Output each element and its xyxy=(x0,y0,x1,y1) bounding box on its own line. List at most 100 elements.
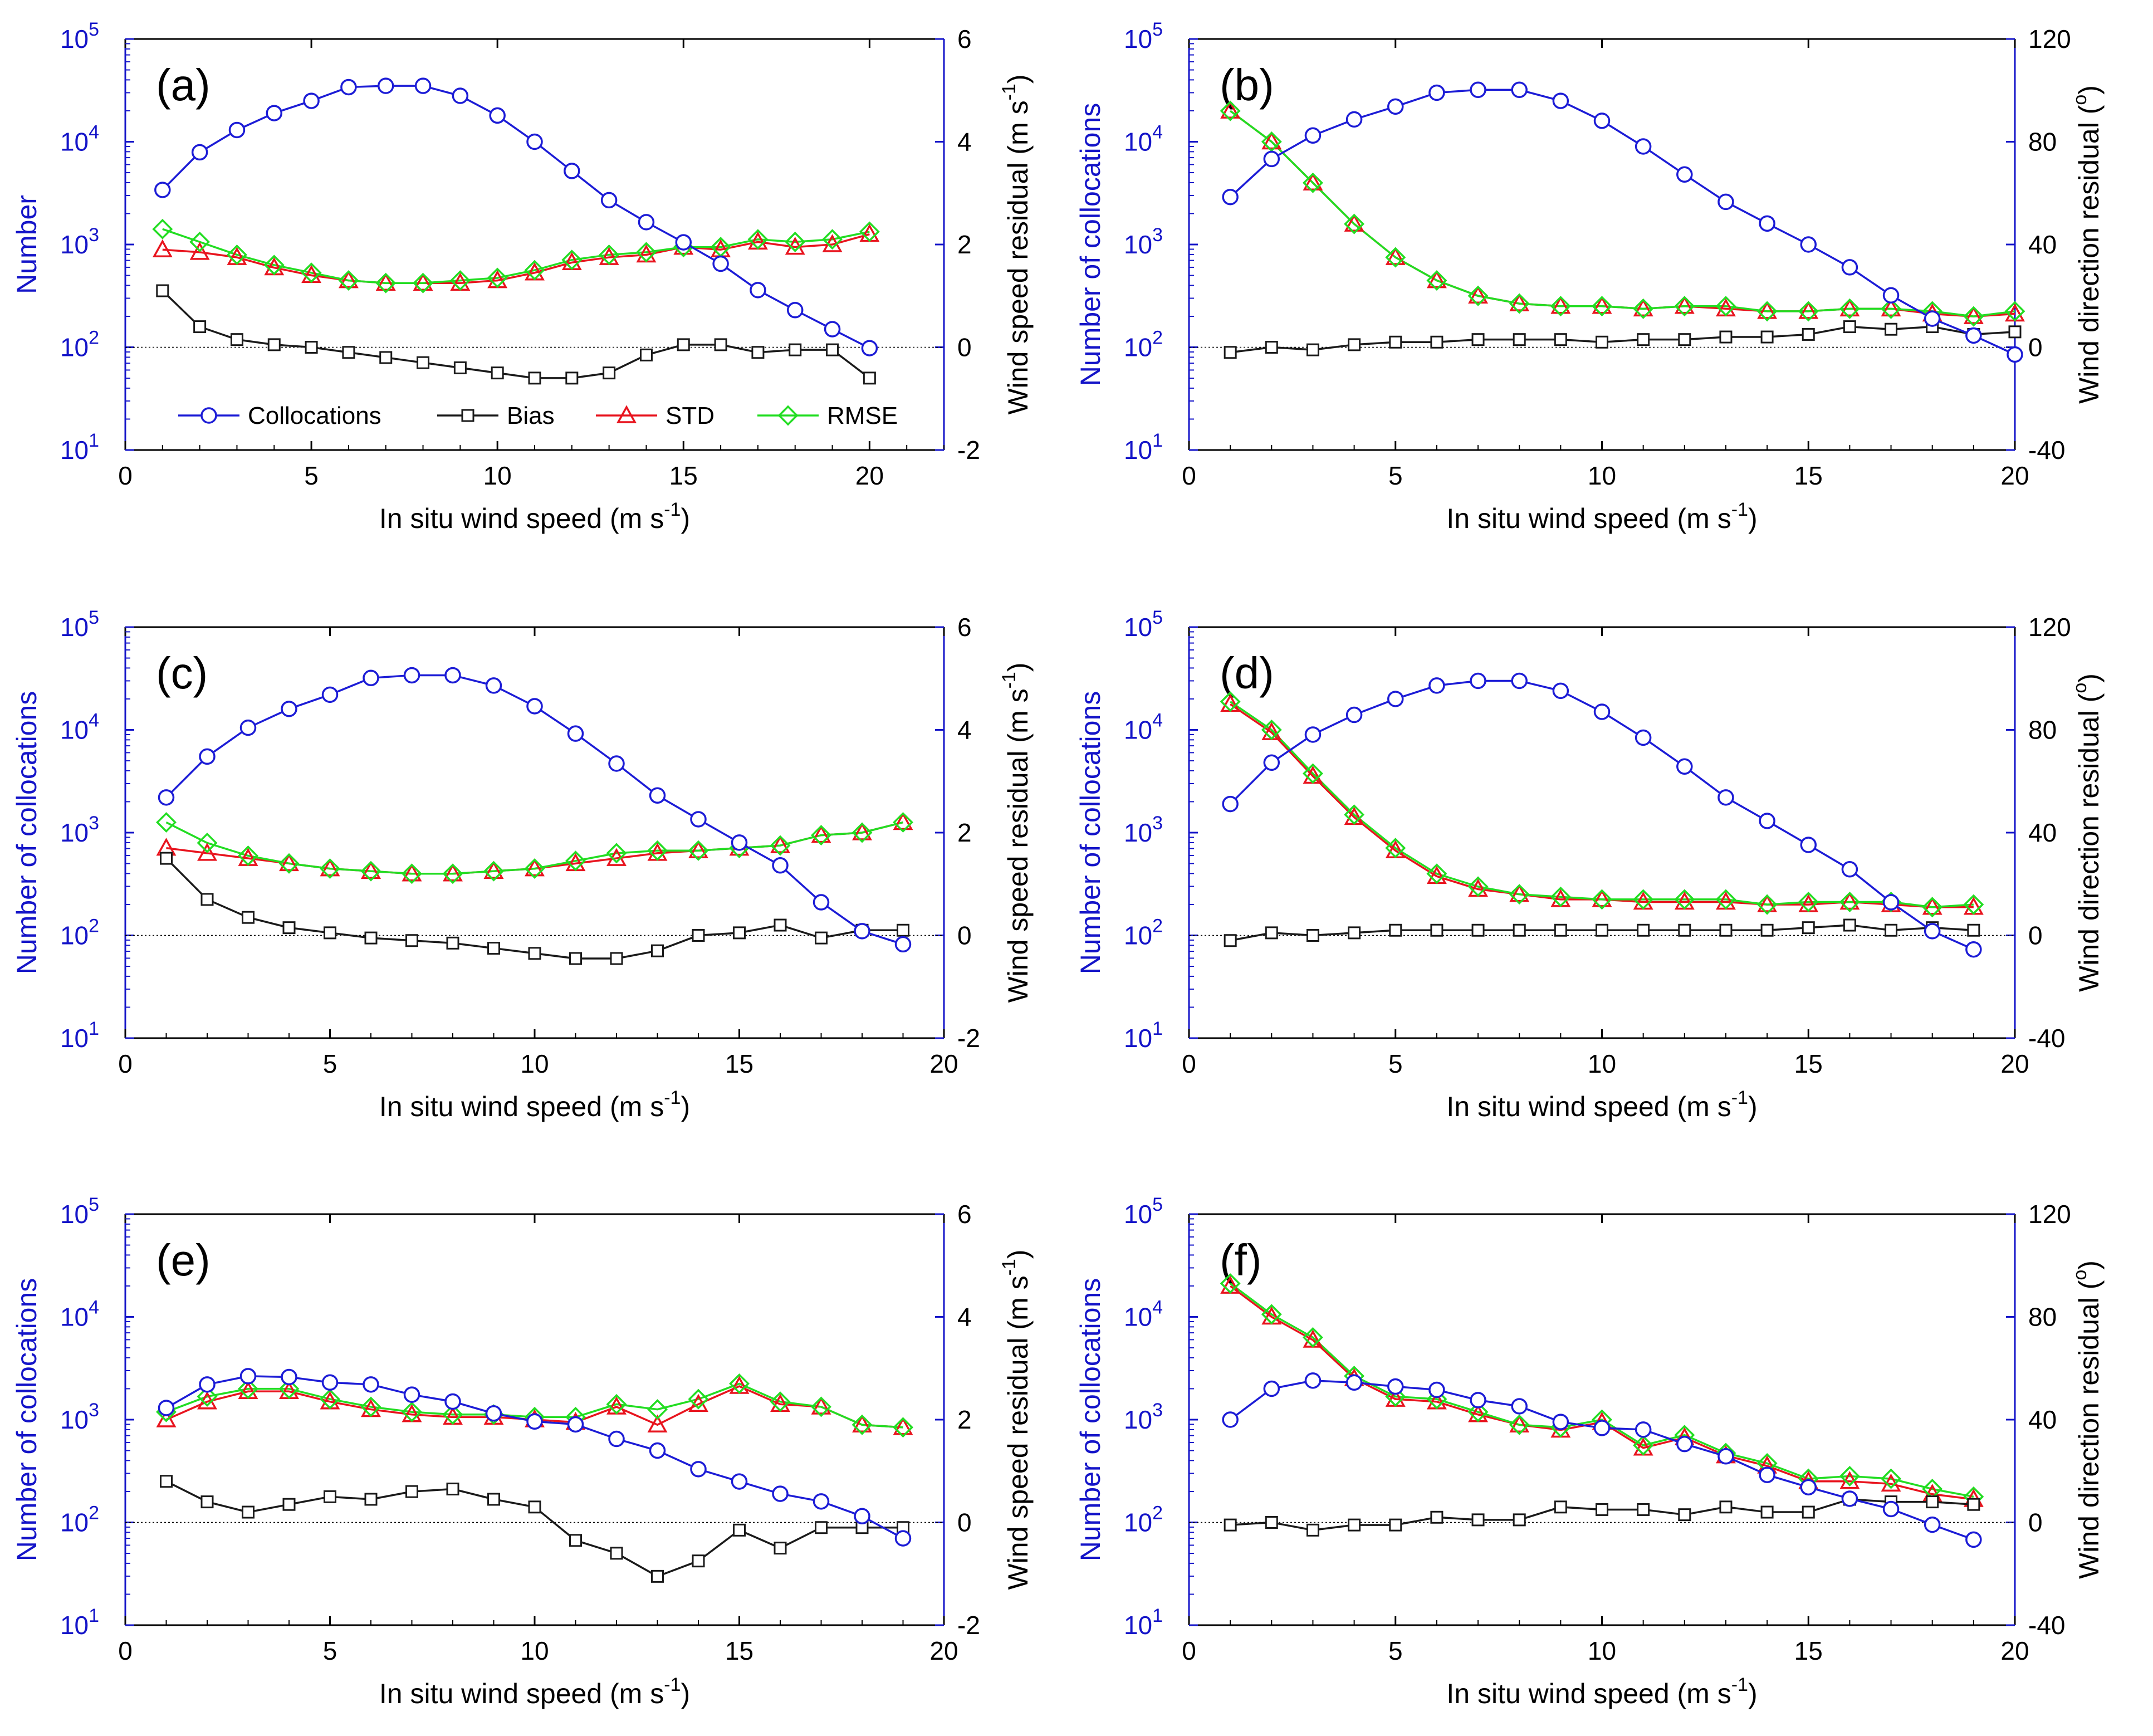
collocations-series-marker xyxy=(191,144,208,161)
collocations-series-marker xyxy=(1263,1380,1280,1397)
bias-series-marker xyxy=(1389,923,1402,937)
y-right-tick-label: 0 xyxy=(957,921,972,950)
panel-a: 0 5 10 15 20 101 102 103 104 105 -2 0 2 4 6 In situ win… xyxy=(11,19,1034,534)
std-series-marker xyxy=(893,1417,913,1435)
y-right-tick-label: 0 xyxy=(2028,333,2043,362)
bias-series-marker xyxy=(1596,923,1608,937)
x-tick-label: 0 xyxy=(1182,1049,1196,1078)
y-left-tick-label: 105 xyxy=(1124,607,1163,642)
rmse-series-marker xyxy=(1261,720,1282,740)
collocations-series-marker xyxy=(281,701,297,717)
bias-series-marker xyxy=(1430,923,1444,937)
bias-series-marker xyxy=(487,1493,500,1506)
y-right-tick-label: 40 xyxy=(2028,1405,2057,1434)
panel-label: (e) xyxy=(156,1235,211,1285)
collocations-series-marker xyxy=(526,1413,543,1430)
collocations-series-marker xyxy=(414,77,432,94)
bias-series-marker xyxy=(1265,1516,1278,1529)
bias-series-marker xyxy=(733,926,746,940)
bias-series-marker xyxy=(1967,1498,1980,1511)
bias-series-marker xyxy=(1596,1503,1608,1516)
bias-series-marker xyxy=(897,923,909,937)
x-tick-label: 20 xyxy=(2000,461,2029,490)
rmse-series-marker xyxy=(1385,1386,1406,1407)
rmse-series-marker xyxy=(893,1417,913,1438)
y-right-axis-label: Wind speed residual (m s-1) xyxy=(999,662,1034,1003)
y-right-tick-label: 80 xyxy=(2028,128,2057,157)
rmse-series-marker xyxy=(1220,1273,1241,1294)
bias-series-line xyxy=(162,290,870,379)
rmse-series-marker xyxy=(189,231,211,252)
std-series-marker xyxy=(1509,293,1530,311)
y-left-tick-label: 102 xyxy=(60,1503,99,1537)
rmse-series-marker xyxy=(301,262,322,283)
rmse-series-marker xyxy=(1467,1401,1489,1422)
bias-series-marker xyxy=(1802,327,1815,341)
y-right-axis-label: Wind speed residual (m s-1) xyxy=(999,74,1034,414)
rmse-series-marker xyxy=(1922,897,1943,918)
rmse-series-marker xyxy=(226,244,247,265)
rmse-series-marker xyxy=(893,812,913,833)
panel-label: (d) xyxy=(1220,648,1274,698)
std-series-marker xyxy=(852,822,872,840)
collocations-series-marker xyxy=(377,77,394,94)
collocations-series-marker xyxy=(199,748,216,765)
collocations-series-marker xyxy=(239,719,257,736)
std-series-marker xyxy=(1881,298,1901,317)
rmse-series-marker xyxy=(859,221,880,242)
std-series-marker xyxy=(320,858,340,877)
bias-series-marker xyxy=(815,931,828,945)
collocations-series-marker xyxy=(649,1442,666,1459)
bias-series-marker xyxy=(1265,926,1278,940)
bias-series-marker xyxy=(651,1569,664,1583)
std-series-line xyxy=(1230,1285,1974,1500)
collocations-series-marker xyxy=(1965,1531,1982,1548)
collocations-series-marker xyxy=(786,302,804,319)
std-series-marker xyxy=(893,811,913,830)
panel-e: 0 5 10 15 20 101 102 103 104 105 -2 0 2 4 6 In situ win… xyxy=(11,1194,1034,1709)
bias-series-marker xyxy=(1760,1505,1774,1519)
rmse-series-marker xyxy=(770,835,791,856)
std-series-marker xyxy=(152,239,173,257)
bias-series-marker xyxy=(1719,330,1733,344)
rmse-series-marker xyxy=(152,218,173,239)
bias-series-marker xyxy=(446,1483,459,1496)
bias-series-marker xyxy=(446,936,459,950)
collocations-series-marker xyxy=(1345,706,1363,723)
y-right-tick-label: 4 xyxy=(957,128,972,157)
std-series-marker xyxy=(1592,296,1612,314)
y-right-tick-label: 6 xyxy=(957,25,972,53)
y-right-axis-label: Wind direction residual (o) xyxy=(2069,85,2105,404)
bias-series-marker xyxy=(1760,923,1774,937)
std-series-marker xyxy=(647,1414,668,1432)
bias-series-marker xyxy=(1554,1500,1567,1514)
x-axis-label: In situ wind speed (m s-1) xyxy=(379,499,690,534)
rmse-series-marker xyxy=(688,1388,709,1410)
y-right-tick-label: 2 xyxy=(957,230,972,259)
rmse-series-marker xyxy=(729,1373,750,1394)
bias-series-marker xyxy=(364,1493,378,1506)
rmse-series-marker xyxy=(524,260,545,281)
rmse-series-marker xyxy=(338,270,359,291)
x-axis-label: In situ wind speed (m s-1) xyxy=(379,1087,690,1122)
collocations-series-marker xyxy=(1717,789,1734,806)
x-axis-label: In situ wind speed (m s-1) xyxy=(1446,499,1757,534)
collocations-series-marker xyxy=(1593,703,1611,720)
rmse-series-marker xyxy=(278,1378,300,1400)
collocations-series-marker xyxy=(403,1386,420,1403)
std-series-marker xyxy=(688,840,708,859)
rmse-series-marker xyxy=(1839,1466,1860,1486)
x-tick-label: 20 xyxy=(929,1049,958,1078)
std-series-marker xyxy=(1633,298,1653,317)
rmse-series-marker xyxy=(1592,889,1612,910)
rmse-series-marker xyxy=(1963,894,1984,915)
collocations-series-marker xyxy=(894,936,912,953)
y-right-tick-label: 80 xyxy=(2028,716,2057,745)
y-right-axis-label: Wind direction residual (o) xyxy=(2069,1260,2105,1579)
x-tick-label: 0 xyxy=(118,461,133,490)
panel-d: 0 5 10 15 20 101 102 103 104 105 -40 0 40 80 120 In sit… xyxy=(1075,607,2105,1122)
std-series-marker xyxy=(279,853,299,872)
rmse-series-marker xyxy=(402,1401,422,1422)
std-series-marker xyxy=(402,863,422,882)
bias-series-marker xyxy=(1513,923,1526,937)
